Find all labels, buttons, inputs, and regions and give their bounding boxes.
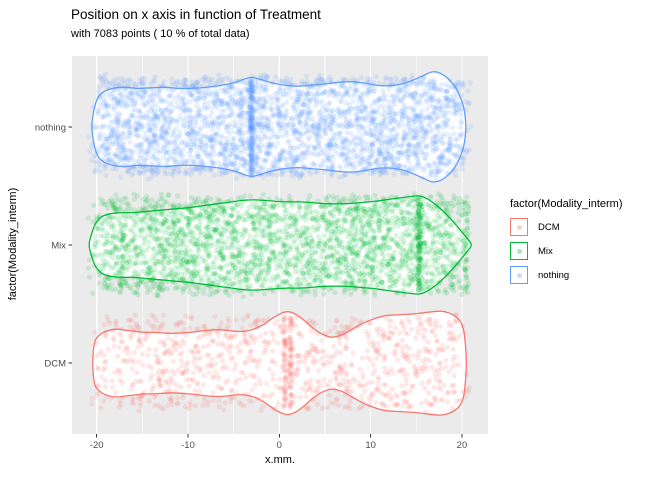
series-DCM bbox=[89, 310, 472, 416]
violin-fill-Mix bbox=[89, 195, 472, 295]
legend-key-point-icon bbox=[516, 224, 522, 230]
legend-item-nothing: nothing bbox=[510, 266, 622, 284]
legend-item-label: DCM bbox=[538, 221, 560, 233]
y-tick-label: nothing bbox=[35, 122, 66, 133]
series-nothing bbox=[86, 71, 474, 183]
tick-marks bbox=[68, 126, 463, 438]
violin-fill-DCM bbox=[92, 311, 467, 416]
points-Mix bbox=[85, 191, 472, 300]
legend: factor(Modality_interm) DCM Mix nothing bbox=[510, 198, 622, 290]
points-DCM bbox=[89, 311, 472, 415]
x-tick-label: 0 bbox=[277, 440, 282, 451]
legend-title: factor(Modality_interm) bbox=[510, 198, 623, 210]
series-Mix bbox=[85, 191, 472, 300]
x-tick-label: -20 bbox=[90, 440, 104, 451]
x-tick-label: 10 bbox=[365, 440, 376, 451]
violin-outline-nothing bbox=[91, 71, 467, 183]
violin-outline-Mix bbox=[88, 195, 472, 295]
legend-items: DCM Mix nothing bbox=[510, 218, 622, 284]
legend-item-label: nothing bbox=[538, 269, 570, 281]
violin-outline-DCM bbox=[92, 310, 467, 416]
legend-key-Mix bbox=[510, 242, 528, 260]
legend-key-DCM bbox=[510, 218, 528, 236]
legend-key-nothing bbox=[510, 266, 528, 284]
legend-item-Mix: Mix bbox=[510, 242, 622, 260]
legend-key-point-icon bbox=[516, 248, 522, 254]
y-tick-label: DCM bbox=[44, 359, 66, 370]
y-tick-label: Mix bbox=[51, 241, 66, 252]
x-tick-label: -10 bbox=[181, 440, 195, 451]
violin-fill-nothing bbox=[91, 71, 466, 182]
legend-item-DCM: DCM bbox=[510, 218, 622, 236]
x-axis-title: x.mm. bbox=[265, 454, 295, 466]
x-tick-label: 20 bbox=[457, 440, 468, 451]
points-nothing bbox=[86, 71, 474, 182]
plot-subtitle: with 7083 points ( 10 % of total data) bbox=[71, 28, 250, 40]
legend-key-point-icon bbox=[516, 272, 522, 278]
plot-title: Position on x axis in function of Treatm… bbox=[71, 7, 321, 22]
y-axis-title: factor(Modality_interm) bbox=[7, 187, 19, 301]
legend-item-label: Mix bbox=[538, 245, 553, 257]
